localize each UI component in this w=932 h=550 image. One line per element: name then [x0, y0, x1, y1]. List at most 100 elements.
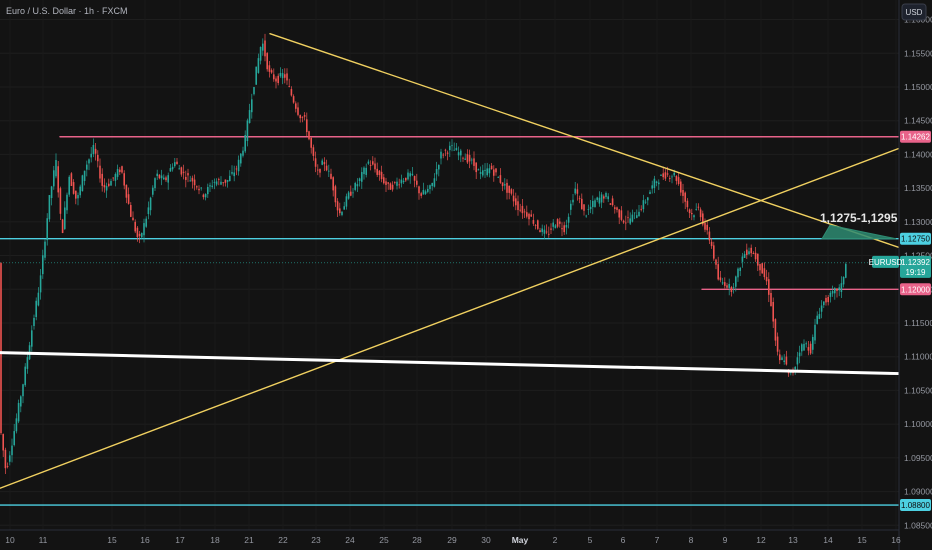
candle-body — [6, 466, 9, 468]
candle-body — [504, 184, 506, 186]
candle-body — [154, 178, 156, 189]
candle-body — [97, 154, 99, 162]
price-level-tags: 1.14262 1.12750 1.12000 1.08800 1.1239219:19… — [869, 130, 931, 512]
candle-body — [750, 247, 752, 254]
price-levels — [0, 136, 900, 506]
x-tick-label[interactable]: 9 — [723, 535, 728, 545]
currency-button-label[interactable]: USD — [906, 8, 923, 17]
candle-body — [666, 173, 669, 175]
x-tick-label[interactable]: 16 — [140, 535, 150, 545]
candle-body — [754, 252, 757, 260]
x-tick-label[interactable]: 28 — [412, 535, 422, 545]
candle-body — [446, 152, 449, 154]
candle-body — [554, 225, 557, 229]
candle-body — [376, 168, 378, 175]
candle-body — [301, 116, 304, 118]
candle-body — [691, 212, 693, 215]
x-tick-label[interactable]: 16 — [891, 535, 901, 545]
candle-body — [534, 225, 537, 226]
candle-body — [405, 177, 407, 181]
target-zone — [821, 224, 897, 240]
candle-body — [253, 87, 255, 95]
candle-body — [383, 177, 385, 184]
candle-body — [288, 86, 290, 87]
candle-body — [400, 179, 403, 184]
x-tick-label[interactable]: 10 — [5, 535, 15, 545]
candle-body — [145, 218, 147, 227]
y-tick-label: 1.13000 — [904, 217, 932, 227]
candle-body — [724, 282, 726, 286]
x-tick-label[interactable]: 13 — [788, 535, 798, 545]
x-tick-label[interactable]: 2 — [553, 535, 558, 545]
candle-body — [655, 181, 658, 184]
candle-body — [44, 241, 46, 258]
candle-body — [407, 172, 409, 180]
x-tick-label[interactable]: 18 — [210, 535, 220, 545]
candle-body — [464, 158, 466, 160]
candles — [0, 33, 847, 474]
x-tick-label[interactable]: 6 — [621, 535, 626, 545]
candle-body — [420, 193, 422, 196]
candle-body — [317, 169, 319, 171]
y-tick-label: 1.08500 — [904, 520, 932, 530]
candle-body — [396, 181, 398, 186]
candle-body — [468, 154, 471, 162]
candle-body — [686, 200, 689, 208]
x-tick-label[interactable]: 12 — [756, 535, 766, 545]
chart-title: Euro / U.S. Dollar · 1h · FXCM — [6, 6, 128, 16]
x-tick-label[interactable]: 21 — [244, 535, 254, 545]
candle-body — [455, 147, 458, 151]
candle-body — [488, 168, 491, 174]
candle-body — [391, 184, 394, 190]
x-tick-label[interactable]: 24 — [345, 535, 355, 545]
candle-body — [77, 195, 79, 199]
x-tick-label[interactable]: 7 — [655, 535, 660, 545]
x-tick-label[interactable]: 11 — [39, 535, 48, 545]
x-tick-label[interactable]: 23 — [311, 535, 321, 545]
candle-body — [57, 166, 59, 193]
candle-body — [121, 166, 123, 173]
candle-body — [13, 431, 15, 446]
candle-body — [231, 172, 233, 174]
candle-body — [169, 168, 172, 172]
candle-body — [699, 209, 702, 218]
candle-body — [90, 153, 92, 158]
currency-button[interactable]: USD — [901, 3, 927, 21]
x-tick-label[interactable]: 25 — [379, 535, 389, 545]
candle-body — [147, 207, 150, 215]
x-tick-label[interactable]: 15 — [107, 535, 117, 545]
candle-body — [321, 160, 323, 165]
y-tick-label: 1.12500 — [904, 251, 932, 261]
candle-body — [763, 268, 766, 278]
x-tick-label[interactable]: 29 — [447, 535, 457, 545]
candle-body — [717, 264, 719, 280]
x-tick-label[interactable]: 14 — [823, 535, 833, 545]
x-tick-label[interactable]: May — [512, 535, 529, 545]
candle-body — [567, 216, 570, 223]
candle-body — [512, 195, 515, 202]
candle-body — [728, 283, 730, 288]
x-tick-label[interactable]: 15 — [857, 535, 867, 545]
candle-body — [314, 158, 317, 167]
candle-body — [790, 372, 792, 374]
candle-body — [510, 189, 513, 194]
candle-body — [209, 185, 211, 187]
candle-body — [589, 206, 592, 210]
x-tick-label[interactable]: 8 — [689, 535, 694, 545]
x-axis-ticks[interactable]: 10 11 15 16 17 18 21 22 23 24 25 28 29 30 May 2 5 6 7 8 9 12 1… — [5, 535, 901, 545]
candle-body — [442, 154, 444, 156]
x-tick-label[interactable]: 5 — [588, 535, 593, 545]
candle-body — [537, 220, 539, 229]
candle-body — [284, 74, 286, 78]
x-tick-label[interactable]: 17 — [175, 535, 185, 545]
x-tick-label[interactable]: 30 — [481, 535, 491, 545]
candle-body — [297, 107, 299, 115]
candle-body — [651, 185, 653, 189]
x-tick-label[interactable]: 22 — [278, 535, 288, 545]
currency-button-box[interactable] — [901, 3, 927, 21]
candle-body — [22, 384, 24, 397]
candle-body — [695, 209, 697, 210]
candle-body — [207, 187, 209, 195]
